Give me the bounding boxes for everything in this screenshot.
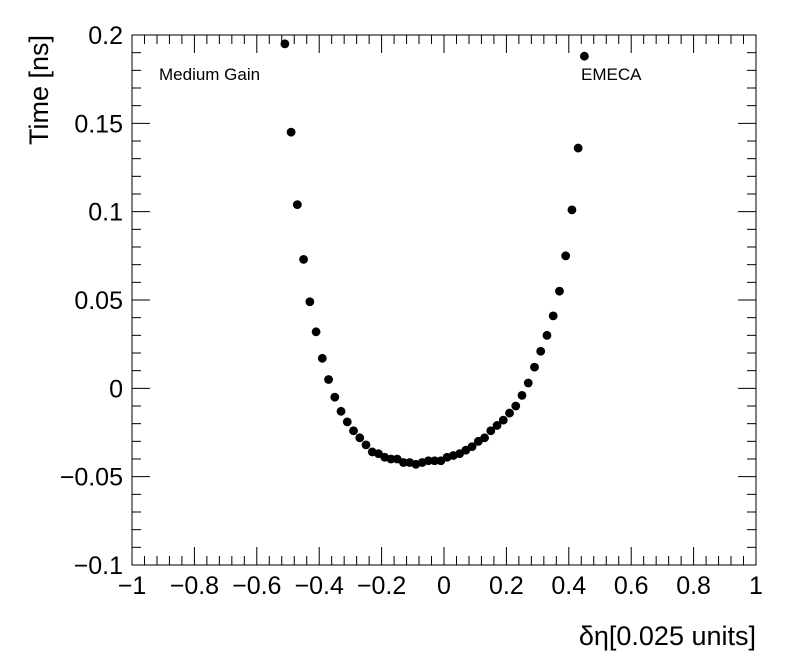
data-point [542, 330, 552, 340]
x-axis-title: δη[0.025 units] [579, 621, 756, 651]
x-tick-label: −0.8 [170, 572, 219, 600]
x-tick-label: 0 [437, 572, 451, 600]
axis-ticks [131, 34, 757, 566]
y-axis-title: Time [ns] [24, 35, 54, 145]
annotation-emeca: EMECA [581, 65, 642, 84]
y-tick-labels: −0.1 −0.05 0 0.05 0.1 0.15 0.2 [60, 22, 123, 580]
x-tick-label: −0.2 [357, 572, 406, 600]
data-point [517, 391, 527, 400]
data-point [486, 426, 496, 436]
y-tick-label: 0.2 [88, 22, 123, 50]
data-points [280, 39, 589, 469]
x-tick-label: 0.8 [676, 572, 711, 600]
data-point [330, 392, 340, 402]
data-point [349, 426, 358, 436]
y-tick-label: 0.15 [74, 110, 123, 138]
data-point [361, 440, 371, 450]
data-point [280, 39, 290, 49]
data-point [430, 456, 440, 466]
y-tick-label: 0.1 [88, 199, 123, 227]
data-point [311, 327, 321, 337]
data-point [324, 375, 333, 384]
data-point [336, 406, 346, 416]
x-tick-label: 0.2 [489, 572, 524, 600]
data-point [548, 311, 558, 321]
data-point [580, 51, 589, 61]
data-point [530, 362, 539, 372]
y-tick-label: 0.05 [74, 287, 123, 315]
data-point [480, 433, 489, 443]
data-point [305, 297, 315, 307]
annotation-medium-gain: Medium Gain [159, 65, 260, 84]
x-tick-label: −0.6 [232, 572, 281, 600]
plot-frame [131, 34, 757, 566]
data-point [299, 254, 308, 264]
x-tick-label: 1 [749, 572, 763, 600]
data-point [355, 433, 365, 443]
data-point [424, 456, 433, 466]
data-point [286, 127, 296, 137]
data-point [561, 251, 571, 261]
data-point [492, 421, 502, 430]
data-point [399, 458, 408, 467]
data-point [292, 200, 302, 210]
data-point [523, 378, 533, 388]
data-point [386, 454, 396, 464]
data-point [317, 353, 327, 363]
data-point [498, 415, 508, 425]
x-tick-label: 0.6 [614, 572, 649, 600]
x-tick-label: 0.4 [551, 572, 586, 600]
data-point [342, 417, 352, 427]
y-tick-label: −0.1 [74, 552, 123, 580]
y-tick-label: −0.05 [60, 464, 123, 492]
y-tick-label: 0 [109, 375, 123, 403]
data-point [573, 143, 583, 153]
data-point [555, 286, 564, 296]
data-point [536, 346, 546, 356]
x-tick-labels: −1 −0.8 −0.6 −0.4 −0.2 0 0.2 0.4 0.6 0.8 1 [118, 572, 763, 600]
data-point [467, 442, 477, 452]
data-point [567, 205, 577, 215]
x-tick-label: −1 [118, 572, 147, 600]
data-point [511, 401, 521, 411]
x-tick-label: −0.4 [295, 572, 344, 600]
data-point [505, 408, 514, 418]
